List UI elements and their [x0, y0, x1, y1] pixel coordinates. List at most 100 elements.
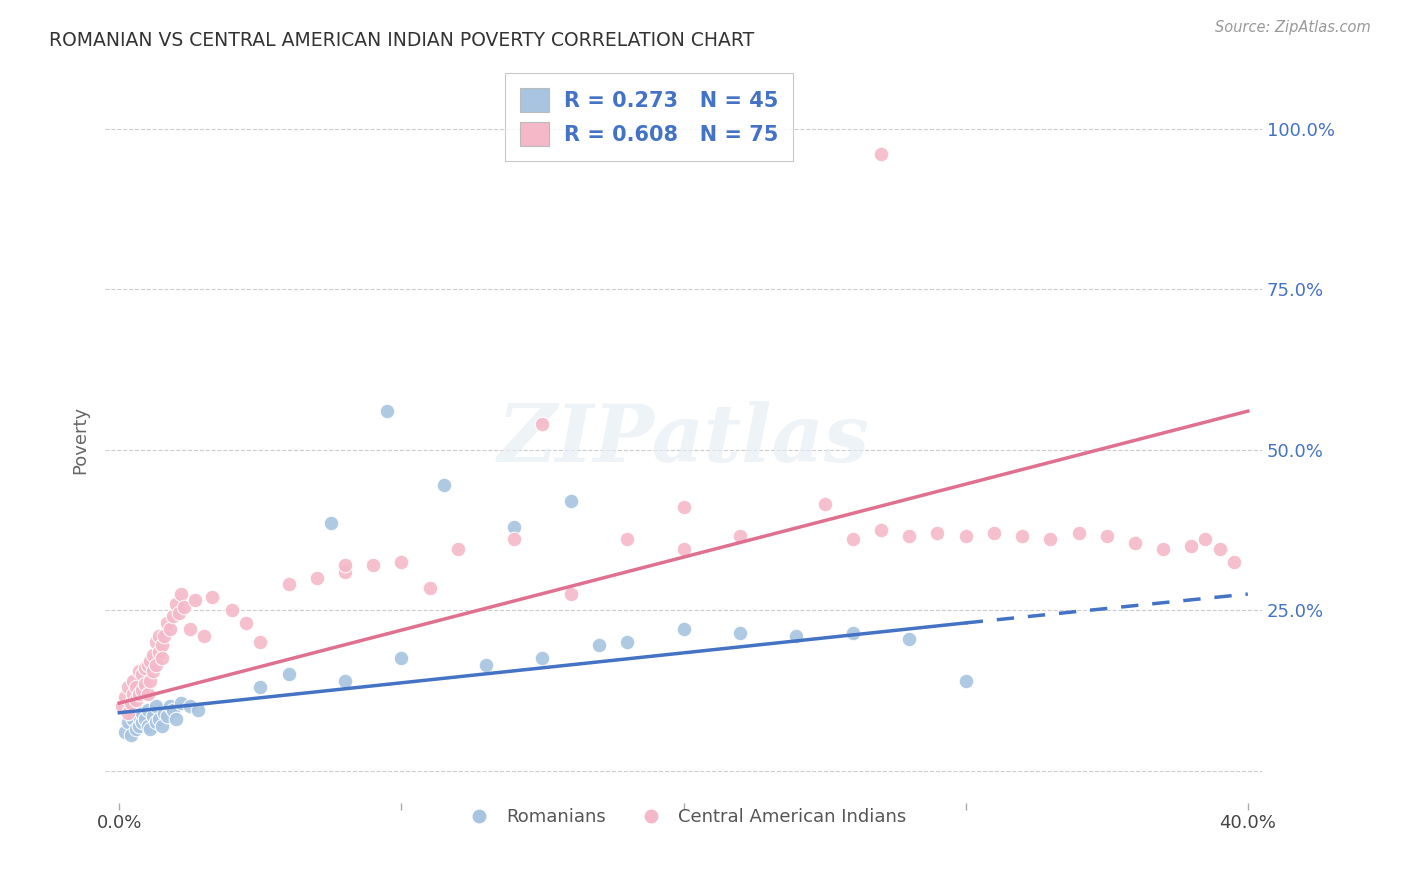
Point [131, 667, 153, 681]
Point [117, 680, 139, 694]
Point [153, 706, 176, 720]
Point [156, 709, 179, 723]
Point [128, 718, 150, 732]
Point [277, 667, 299, 681]
Point [475, 657, 498, 672]
Point [842, 533, 865, 547]
Point [145, 699, 167, 714]
Point [898, 529, 921, 543]
Point [139, 654, 162, 668]
Point [983, 526, 1005, 541]
Point [728, 625, 751, 640]
Point [1152, 542, 1174, 557]
Point [277, 577, 299, 591]
Point [1123, 535, 1146, 549]
Point [136, 686, 159, 700]
Point [145, 635, 167, 649]
Point [139, 673, 162, 688]
Point [391, 555, 413, 569]
Point [375, 404, 398, 418]
Point [531, 651, 554, 665]
Point [128, 709, 150, 723]
Point [785, 629, 807, 643]
Text: ZIPatlas: ZIPatlas [498, 401, 870, 479]
Point [1222, 555, 1244, 569]
Point [305, 571, 328, 585]
Point [136, 702, 159, 716]
Point [179, 699, 201, 714]
Point [148, 645, 170, 659]
Point [616, 635, 638, 649]
Legend: Romanians, Central American Indians: Romanians, Central American Indians [454, 801, 914, 833]
Point [128, 664, 150, 678]
Point [131, 706, 153, 720]
Point [131, 683, 153, 698]
Point [813, 497, 835, 511]
Point [1180, 539, 1202, 553]
Point [122, 686, 145, 700]
Point [235, 615, 257, 630]
Point [136, 657, 159, 672]
Point [616, 533, 638, 547]
Point [162, 702, 184, 716]
Text: Source: ZipAtlas.com: Source: ZipAtlas.com [1215, 20, 1371, 35]
Point [1067, 526, 1090, 541]
Point [221, 603, 243, 617]
Point [125, 693, 148, 707]
Point [249, 680, 271, 694]
Point [165, 712, 187, 726]
Point [333, 558, 356, 573]
Point [419, 581, 441, 595]
Point [134, 677, 156, 691]
Point [503, 533, 526, 547]
Point [139, 722, 162, 736]
Point [173, 599, 195, 614]
Point [145, 715, 167, 730]
Point [125, 722, 148, 736]
Point [870, 523, 893, 537]
Point [134, 712, 156, 726]
Y-axis label: Poverty: Poverty [72, 406, 89, 474]
Point [249, 635, 271, 649]
Point [955, 673, 977, 688]
Point [114, 690, 136, 704]
Text: ROMANIAN VS CENTRAL AMERICAN INDIAN POVERTY CORRELATION CHART: ROMANIAN VS CENTRAL AMERICAN INDIAN POVE… [49, 31, 755, 50]
Point [117, 715, 139, 730]
Point [1194, 533, 1216, 547]
Point [111, 699, 134, 714]
Point [560, 587, 582, 601]
Point [560, 494, 582, 508]
Point [156, 615, 179, 630]
Point [672, 542, 695, 557]
Point [142, 709, 165, 723]
Point [531, 417, 554, 431]
Point [159, 699, 181, 714]
Point [170, 587, 193, 601]
Point [148, 712, 170, 726]
Point [927, 526, 949, 541]
Point [433, 478, 456, 492]
Point [842, 625, 865, 640]
Point [447, 542, 470, 557]
Point [170, 696, 193, 710]
Point [136, 718, 159, 732]
Point [672, 623, 695, 637]
Point [142, 648, 165, 662]
Point [120, 728, 142, 742]
Point [955, 529, 977, 543]
Point [187, 702, 209, 716]
Point [391, 651, 413, 665]
Point [184, 593, 207, 607]
Point [162, 609, 184, 624]
Point [148, 629, 170, 643]
Point [165, 597, 187, 611]
Point [193, 629, 215, 643]
Point [1011, 529, 1033, 543]
Point [1039, 533, 1062, 547]
Point [128, 686, 150, 700]
Point [122, 712, 145, 726]
Point [898, 632, 921, 646]
Point [117, 706, 139, 720]
Point [122, 673, 145, 688]
Point [672, 500, 695, 515]
